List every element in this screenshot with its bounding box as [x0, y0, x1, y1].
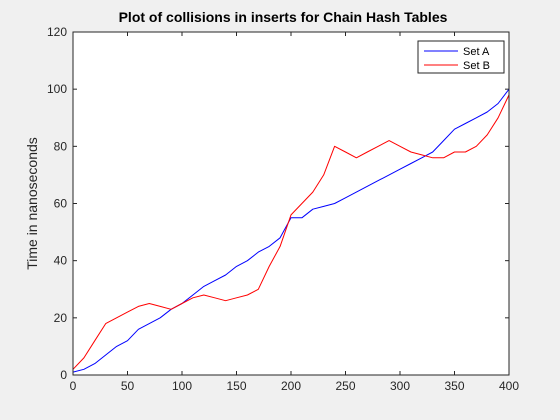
- y-tick-label: 80: [54, 139, 68, 153]
- x-tick-label: 0: [70, 379, 77, 393]
- chart-title: Plot of collisions in inserts for Chain …: [119, 9, 448, 25]
- x-tick-label: 250: [335, 379, 355, 393]
- y-tick-label: 100: [47, 82, 67, 96]
- y-axis-label: Time in nanoseconds: [24, 137, 40, 270]
- x-tick-label: 100: [172, 379, 192, 393]
- y-tick-label: 60: [54, 197, 68, 211]
- legend: Set A Set B: [418, 41, 504, 73]
- y-tick-label: 120: [47, 25, 67, 39]
- legend-label: Set B: [463, 60, 490, 72]
- y-tick-label: 40: [54, 254, 68, 268]
- x-tick-label: 200: [281, 379, 301, 393]
- legend-label: Set A: [463, 46, 490, 58]
- y-tick-label: 0: [60, 368, 67, 382]
- x-tick-label: 350: [444, 379, 464, 393]
- y-tick-label: 20: [54, 311, 68, 325]
- legend-box: [418, 41, 504, 73]
- x-tick-label: 300: [390, 379, 410, 393]
- plot-area: [73, 32, 509, 375]
- x-tick-label: 50: [121, 379, 135, 393]
- x-tick-label: 400: [499, 379, 519, 393]
- x-tick-label: 150: [226, 379, 246, 393]
